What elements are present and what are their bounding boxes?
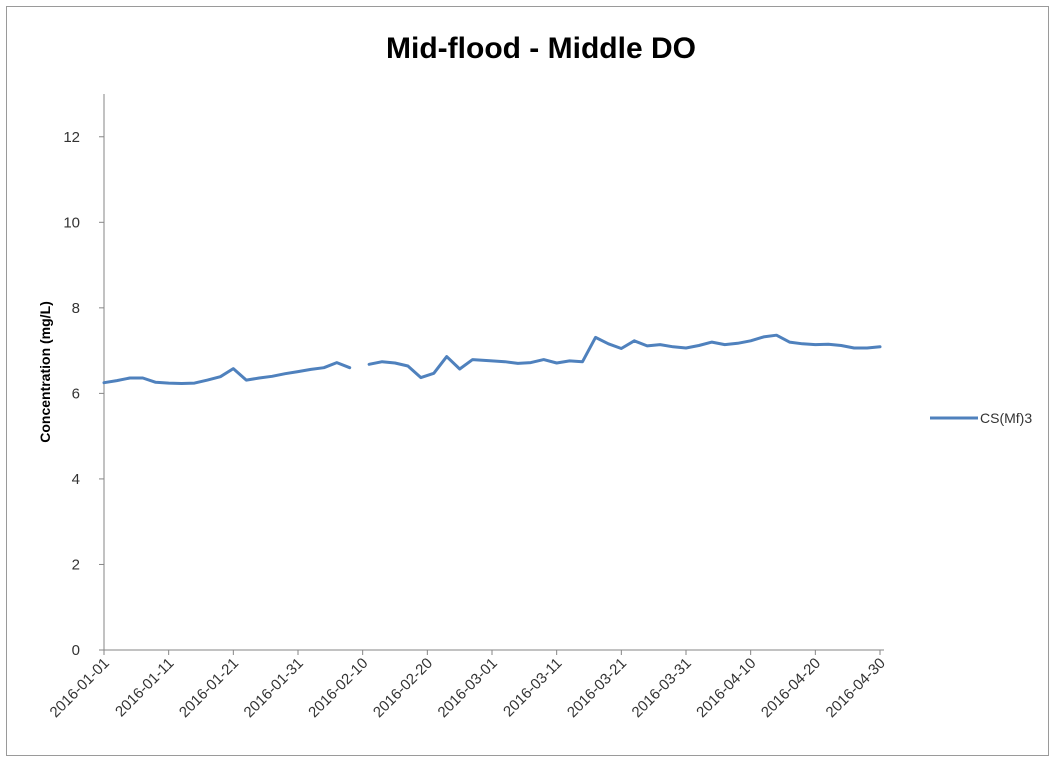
x-tick-label: 2016-01-21	[176, 655, 242, 721]
y-tick-label: 4	[72, 471, 80, 488]
y-tick-label: 6	[72, 385, 80, 402]
y-tick-label: 10	[63, 214, 80, 231]
x-tick-label: 2016-04-20	[758, 655, 824, 721]
y-axis-ticks: 0 2 4 6 8 10 12	[63, 129, 104, 659]
x-tick-label: 2016-01-31	[241, 655, 307, 721]
y-tick-label: 2	[72, 556, 80, 573]
x-tick-label: 2016-04-10	[693, 655, 759, 721]
x-tick-label: 2016-03-21	[564, 655, 630, 721]
x-tick-label: 2016-01-01	[47, 655, 113, 721]
x-tick-label: 2016-01-11	[112, 655, 177, 720]
x-tick-label: 2016-02-10	[305, 655, 371, 721]
y-tick-label: 12	[63, 129, 80, 146]
legend: CS(Mf)3	[930, 410, 1032, 426]
series-layer	[102, 333, 882, 385]
y-tick-label: 8	[72, 300, 80, 317]
y-axis-label: Concentration (mg/L)	[37, 301, 53, 443]
y-tick-label: 0	[72, 642, 80, 659]
series-line	[102, 361, 352, 385]
series-line	[367, 333, 882, 380]
x-tick-label: 2016-03-31	[629, 655, 695, 721]
x-tick-label: 2016-03-01	[435, 655, 501, 721]
x-tick-label: 2016-02-20	[370, 655, 436, 721]
x-tick-label: 2016-04-30	[823, 655, 889, 721]
legend-label: CS(Mf)3	[980, 410, 1032, 426]
x-tick-label: 2016-03-11	[500, 655, 565, 720]
x-axis-ticks: 2016-01-01 2016-01-112016-01-212016-01-31…	[47, 650, 889, 721]
chart-frame	[6, 6, 1049, 756]
chart-title: Mid-flood - Middle DO	[386, 32, 696, 65]
